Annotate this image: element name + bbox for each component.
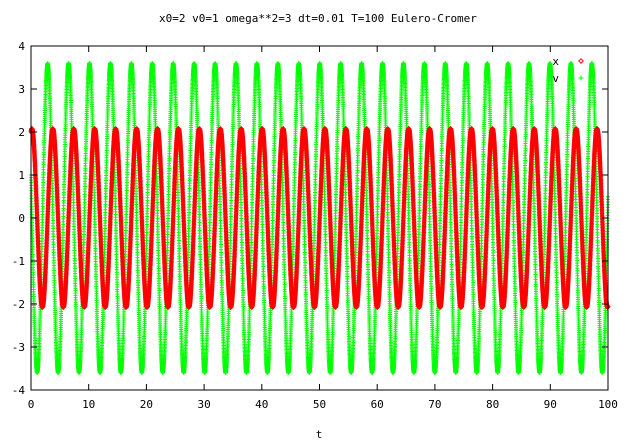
series-layer [28, 61, 611, 375]
chart-title: x0=2 v0=1 omega**2=3 dt=0.01 T=100 Euler… [159, 12, 477, 25]
series-v-points [29, 61, 610, 375]
